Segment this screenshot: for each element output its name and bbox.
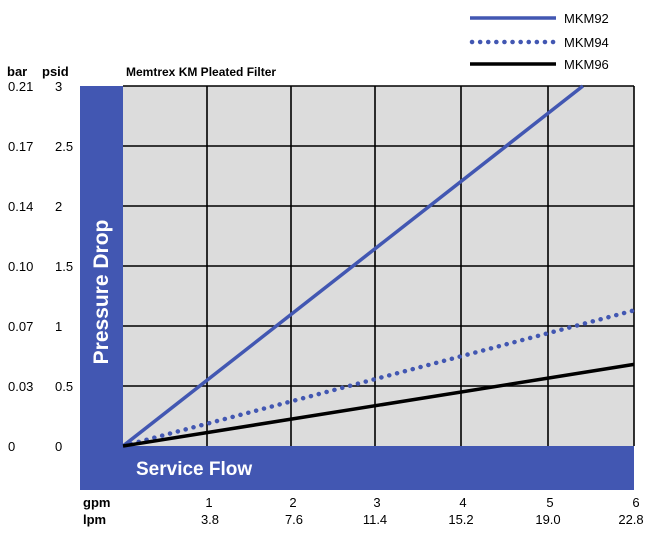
legend: MKM92 MKM94 MKM96 <box>469 11 609 72</box>
x-unit-secondary: lpm <box>83 512 106 527</box>
series-line-mkm94 <box>120 308 637 449</box>
grid <box>123 85 635 446</box>
series-line-mkm92 <box>121 84 584 448</box>
series-lines <box>120 84 637 449</box>
x-tick-lpm-4: 15.2 <box>448 512 473 527</box>
legend-entry-mkm92: MKM92 <box>470 11 609 26</box>
x-tick-lpm-5: 19.0 <box>535 512 560 527</box>
y-tick-bar-4: 0.14 <box>8 199 33 214</box>
y-tick-bar-6: 0.21 <box>8 79 33 94</box>
y-tick-bar-0: 0 <box>8 439 15 454</box>
y-tick-bar-3: 0.10 <box>8 259 33 274</box>
y-tick-psid-6: 3 <box>55 79 62 94</box>
y-axis-title: Pressure Drop <box>90 220 113 365</box>
x-tick-gpm-1: 1 <box>205 495 212 510</box>
x-tick-lpm-1: 3.8 <box>201 512 219 527</box>
chart-title: Memtrex KM Pleated Filter <box>126 65 276 79</box>
y-tick-bar-5: 0.17 <box>8 139 33 154</box>
y-tick-psid-4: 2 <box>55 199 62 214</box>
y-tick-psid-5: 2.5 <box>55 139 73 154</box>
y-unit-primary: psid <box>42 64 69 79</box>
x-unit-primary: gpm <box>83 495 110 510</box>
x-tick-gpm-5: 5 <box>546 495 553 510</box>
legend-entry-mkm94: MKM94 <box>469 35 609 50</box>
y-tick-bar-1: 0.03 <box>8 379 33 394</box>
x-tick-labels: 1 3.8 2 7.6 3 11.4 4 15.2 5 19.0 6 22.8 <box>201 495 644 527</box>
y-tick-psid-1: 0.5 <box>55 379 73 394</box>
x-tick-gpm-2: 2 <box>289 495 296 510</box>
legend-label-mkm92: MKM92 <box>564 11 609 26</box>
legend-label-mkm96: MKM96 <box>564 57 609 72</box>
legend-label-mkm94: MKM94 <box>564 35 609 50</box>
y-tick-psid-0: 0 <box>55 439 62 454</box>
y-tick-psid-2: 1 <box>55 319 62 334</box>
y-unit-secondary: bar <box>7 64 27 79</box>
y-tick-bar-2: 0.07 <box>8 319 33 334</box>
x-tick-lpm-3: 11.4 <box>363 512 387 527</box>
y-tick-psid-3: 1.5 <box>55 259 73 274</box>
x-tick-lpm-6: 22.8 <box>618 512 643 527</box>
x-axis-title: Service Flow <box>136 459 252 480</box>
y-tick-labels: 0 0 0.03 0.5 0.07 1 0.10 1.5 0.14 2 0.17 2.5 0.21 3 <box>8 79 73 454</box>
x-tick-gpm-3: 3 <box>373 495 380 510</box>
legend-entry-mkm96: MKM96 <box>470 57 609 72</box>
x-axis-band <box>80 446 634 490</box>
y-axis-band <box>80 86 123 490</box>
x-tick-lpm-2: 7.6 <box>285 512 303 527</box>
x-tick-gpm-4: 4 <box>459 495 466 510</box>
series-line-mkm96 <box>122 362 635 448</box>
x-tick-gpm-6: 6 <box>632 495 639 510</box>
